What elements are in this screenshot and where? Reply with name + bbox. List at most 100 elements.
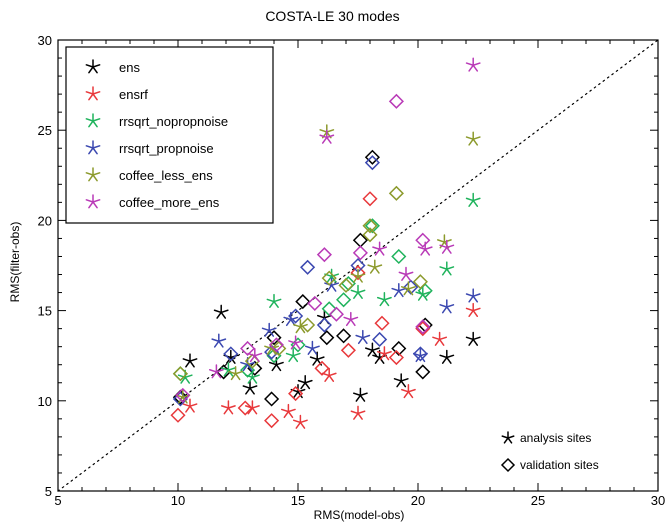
validation-point bbox=[240, 340, 256, 357]
analysis-point bbox=[280, 403, 296, 419]
analysis-point bbox=[465, 57, 481, 72]
analysis-point bbox=[465, 331, 481, 346]
validation-point bbox=[321, 301, 337, 317]
analysis-point bbox=[364, 342, 380, 357]
validation-point bbox=[336, 328, 352, 344]
key-marker-diamond bbox=[500, 457, 516, 473]
analysis-point bbox=[283, 311, 299, 327]
analysis-point bbox=[285, 347, 301, 363]
legend-marker-ensrf bbox=[85, 86, 101, 101]
plot-frame bbox=[57, 39, 659, 492]
validation-point bbox=[364, 149, 380, 165]
validation-point bbox=[362, 218, 378, 234]
analysis-point bbox=[350, 405, 366, 420]
validation-point bbox=[223, 346, 239, 362]
analysis-point bbox=[309, 351, 325, 366]
validation-point bbox=[321, 270, 337, 286]
analysis-point bbox=[398, 266, 414, 281]
analysis-point bbox=[240, 356, 256, 372]
legend-marker-rrsqrt_propnoise bbox=[85, 140, 101, 155]
analysis-point bbox=[417, 241, 433, 256]
analysis-point bbox=[432, 331, 448, 346]
analysis-point bbox=[415, 286, 431, 301]
analysis-point bbox=[268, 356, 284, 372]
validation-point bbox=[268, 337, 284, 353]
analysis-point bbox=[376, 346, 392, 361]
validation-point bbox=[295, 294, 311, 310]
analysis-point bbox=[211, 333, 227, 348]
series-rrsqrt_propnoise bbox=[172, 155, 481, 407]
analysis-point bbox=[266, 293, 282, 308]
validation-point bbox=[364, 155, 380, 171]
legend-box bbox=[65, 46, 274, 224]
series-coffee_more_ens bbox=[175, 57, 481, 403]
analysis-point bbox=[465, 131, 481, 146]
analysis-point bbox=[208, 364, 224, 379]
analysis-point bbox=[352, 387, 368, 402]
x-tick-label: 15 bbox=[291, 493, 305, 508]
validation-point bbox=[340, 342, 356, 358]
y-axis-label: RMS(filter-obs) bbox=[8, 221, 22, 303]
validation-point bbox=[300, 259, 316, 275]
analysis-point bbox=[182, 353, 198, 368]
y-tick-label: 30 bbox=[38, 33, 52, 48]
analysis-point bbox=[228, 365, 244, 381]
analysis-point bbox=[264, 340, 280, 355]
y-tick-label: 5 bbox=[45, 484, 52, 499]
analysis-point bbox=[350, 268, 366, 283]
key-marker-star bbox=[501, 431, 515, 444]
legend-marker-coffee_more_ens bbox=[85, 194, 101, 209]
analysis-point bbox=[465, 192, 481, 207]
validation-point bbox=[328, 306, 344, 322]
validation-point bbox=[391, 340, 407, 357]
analysis-point bbox=[220, 362, 236, 377]
validation-point bbox=[415, 232, 431, 248]
validation-point bbox=[412, 274, 428, 290]
x-axis-label: RMS(model-obs) bbox=[313, 508, 405, 522]
x-tick-label: 5 bbox=[54, 493, 61, 508]
validation-point bbox=[374, 315, 390, 331]
analysis-point bbox=[439, 299, 455, 314]
analysis-point bbox=[288, 335, 304, 350]
legend-entry-coffee_less_ens: coffee_less_ens bbox=[119, 168, 213, 183]
validation-point bbox=[266, 330, 282, 346]
y-tick-label: 20 bbox=[38, 213, 52, 228]
validation-point bbox=[172, 366, 188, 382]
validation-point bbox=[336, 292, 352, 308]
analysis-point bbox=[439, 349, 455, 364]
analysis-point bbox=[242, 380, 258, 395]
validation-point bbox=[403, 279, 419, 295]
analysis-point bbox=[297, 375, 313, 390]
analysis-point bbox=[182, 398, 198, 413]
validation-point bbox=[415, 321, 431, 337]
legend-marker-rrsqrt_nopropnoise bbox=[85, 113, 101, 128]
legend-entry-ens: ens bbox=[119, 60, 140, 75]
analysis-point bbox=[465, 288, 481, 303]
validation-point bbox=[350, 265, 366, 281]
validation-point bbox=[338, 277, 354, 293]
legend-marker-coffee_less_ens bbox=[85, 167, 101, 182]
analysis-point bbox=[343, 311, 359, 327]
validation-point bbox=[237, 400, 253, 416]
validation-point bbox=[352, 245, 368, 261]
analysis-point bbox=[367, 259, 383, 274]
analysis-point bbox=[372, 241, 388, 256]
analysis-point bbox=[412, 347, 428, 363]
analysis-point bbox=[319, 124, 335, 139]
analysis-point bbox=[355, 329, 371, 345]
validation-point bbox=[264, 413, 280, 429]
validation-point bbox=[362, 227, 378, 243]
validation-point bbox=[412, 346, 428, 362]
y-tick-label: 10 bbox=[38, 394, 52, 409]
analysis-point bbox=[292, 414, 308, 429]
validation-point bbox=[364, 218, 380, 234]
validation-point bbox=[388, 185, 404, 201]
validation-point bbox=[391, 248, 407, 265]
analysis-point bbox=[261, 322, 277, 337]
analysis-point bbox=[393, 373, 409, 388]
analysis-point bbox=[213, 304, 229, 319]
analysis-point bbox=[304, 340, 320, 355]
validation-point bbox=[300, 317, 316, 333]
analysis-point bbox=[400, 384, 416, 399]
